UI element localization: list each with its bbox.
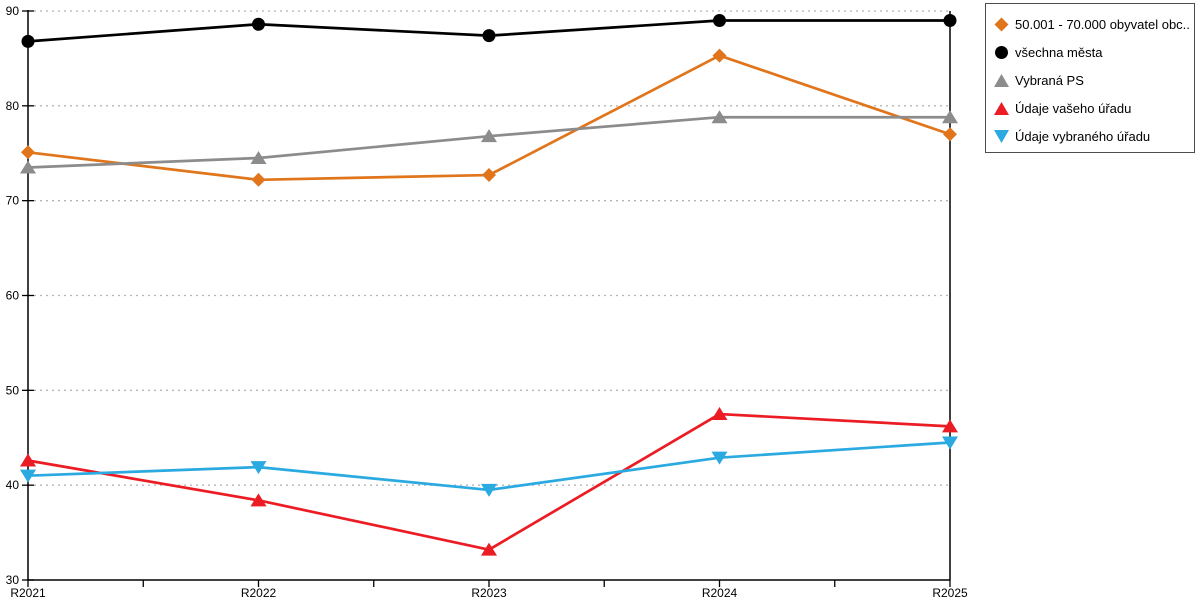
data-point-marker xyxy=(711,451,728,465)
data-point-marker xyxy=(20,453,36,467)
circle-icon xyxy=(995,45,1008,59)
legend-item-label: Vybraná PS xyxy=(1015,72,1084,88)
data-point-marker xyxy=(252,17,265,31)
legend-item-4[interactable]: Údaje vybraného úřadu xyxy=(994,122,1190,150)
data-point-marker xyxy=(251,172,266,187)
y-axis-label: 70 xyxy=(6,194,20,208)
y-axis-label: 30 xyxy=(6,573,20,587)
data-point-marker xyxy=(250,493,267,507)
x-axis-label: R2022 xyxy=(241,586,277,600)
x-axis-label: R2023 xyxy=(471,586,507,600)
legend-item-0[interactable]: 50.001 - 70.000 obyvatel obc... xyxy=(994,10,1190,38)
y-axis-label: 60 xyxy=(6,289,20,303)
triangle-up-icon xyxy=(994,73,1009,87)
x-axis-label: R2024 xyxy=(702,586,738,600)
data-point-marker xyxy=(943,127,957,142)
legend-item-label: Údaje vašeho úřadu xyxy=(1015,100,1132,116)
data-point-marker xyxy=(20,469,36,483)
data-point-marker xyxy=(482,168,496,183)
data-point-marker xyxy=(711,110,728,124)
data-point-marker xyxy=(942,110,958,124)
data-point-marker xyxy=(712,48,727,63)
data-point-marker xyxy=(20,160,36,174)
data-point-marker xyxy=(250,461,267,475)
diamond-icon xyxy=(994,17,1009,31)
data-point-marker xyxy=(713,13,726,27)
x-axis-label: R2025 xyxy=(932,586,968,600)
legend-item-3[interactable]: Údaje vašeho úřadu xyxy=(994,94,1190,122)
triangle-up-icon xyxy=(994,101,1009,115)
data-point-marker xyxy=(481,542,497,556)
chart-legend: 50.001 - 70.000 obyvatel obc... všechna m… xyxy=(985,3,1195,153)
legend-item-label: 50.001 - 70.000 obyvatel obc... xyxy=(1015,16,1190,32)
data-point-marker xyxy=(942,419,958,433)
y-axis-label: 80 xyxy=(6,99,20,113)
y-axis-label: 50 xyxy=(6,383,20,397)
legend-item-1[interactable]: všechna města xyxy=(994,38,1190,66)
data-point-marker xyxy=(711,407,728,421)
data-point-marker xyxy=(21,145,35,160)
x-axis-label: R2021 xyxy=(10,586,46,600)
legend-item-label: všechna města xyxy=(1015,44,1103,60)
series-line-4 xyxy=(26,441,952,492)
data-point-marker xyxy=(943,13,957,27)
data-point-marker xyxy=(482,29,496,43)
data-point-marker xyxy=(250,150,267,164)
series-line-2 xyxy=(26,115,952,169)
legend-item-label: Údaje vybraného úřadu xyxy=(1015,128,1151,144)
data-point-marker xyxy=(942,436,958,450)
y-axis-label: 90 xyxy=(6,4,20,18)
legend-item-2[interactable]: Vybraná PS xyxy=(994,66,1190,94)
triangle-down-icon xyxy=(994,129,1009,143)
series-line-3 xyxy=(26,412,952,552)
data-point-marker xyxy=(481,483,497,497)
y-axis-label: 40 xyxy=(6,478,20,492)
data-point-marker xyxy=(481,129,497,143)
data-point-marker xyxy=(21,34,35,48)
